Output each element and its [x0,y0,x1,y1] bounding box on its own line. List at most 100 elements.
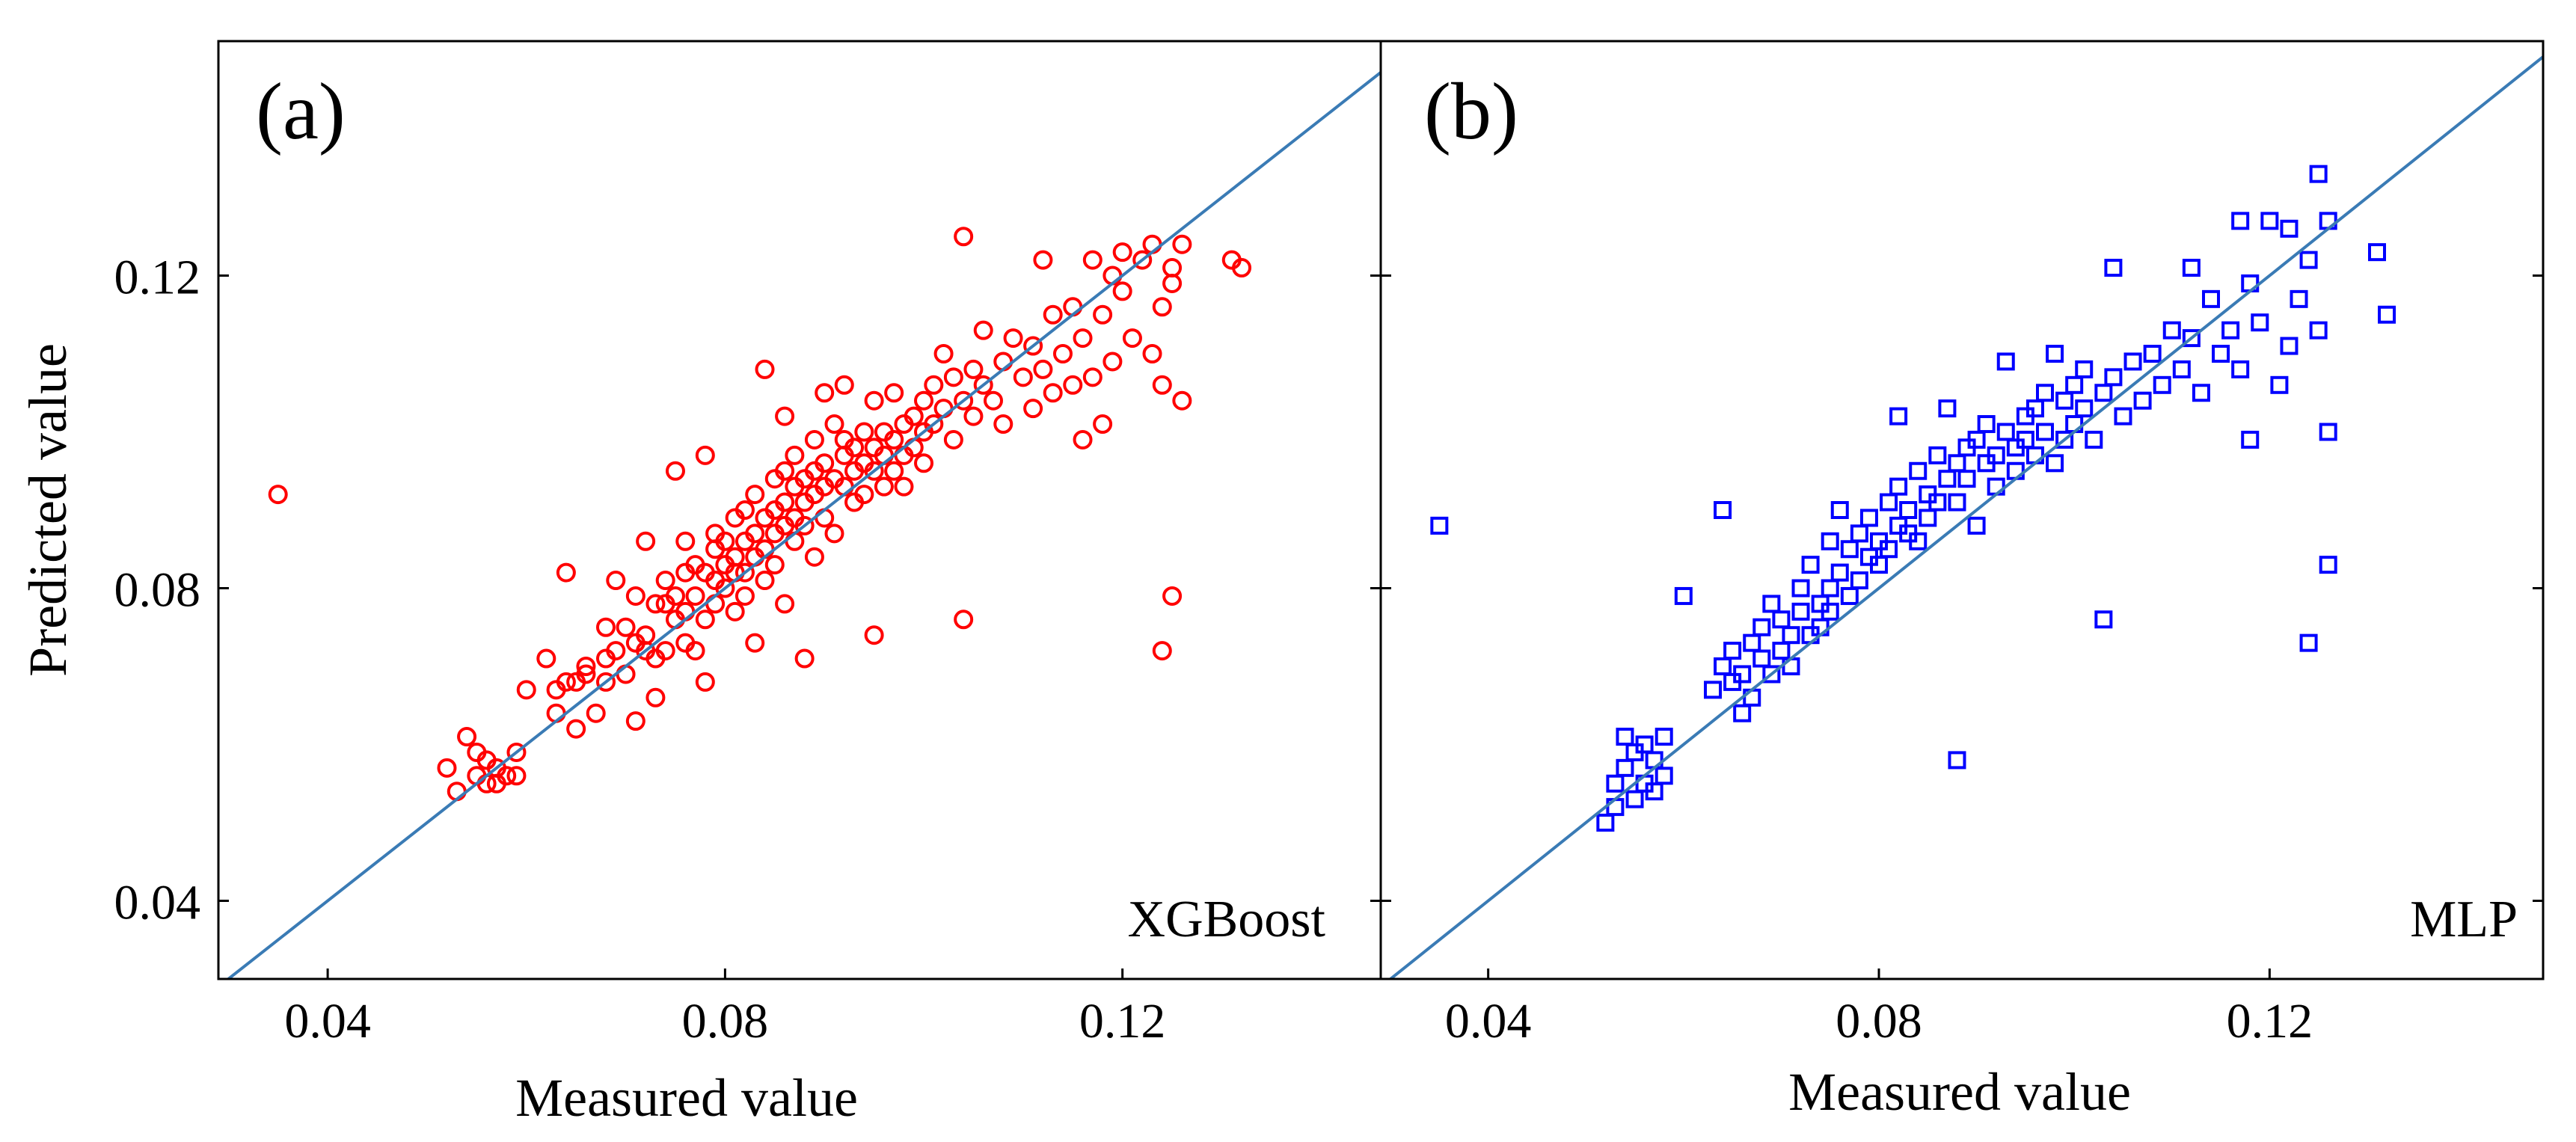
data-point [2231,212,2250,230]
data-point [1430,516,1449,535]
data-point [2319,423,2337,441]
data-point [695,672,715,692]
panel-a-xlabel: Measured value [515,1068,858,1128]
data-point [1791,579,1810,598]
data-point [1928,493,1947,512]
data-point [993,414,1013,435]
data-point [933,399,954,419]
panel-b-model-name: MLP [2410,891,2518,948]
data-point [1850,571,1868,590]
data-point [933,344,954,363]
data-point [1142,344,1162,363]
data-point [924,375,944,395]
data-point [1938,399,1957,418]
data-point [616,617,636,637]
data-point [616,664,636,684]
data-point [2212,345,2230,363]
data-point [1023,336,1043,356]
data-point [576,664,596,684]
data-point [636,625,656,645]
data-point [1762,595,1781,613]
data-point [1762,665,1781,684]
data-point [506,742,527,762]
panel-b-label: (b) [1424,67,1518,156]
data-point [665,586,685,606]
data-point [1142,234,1162,254]
data-point [1889,477,1908,496]
data-point [924,414,944,435]
data-point [1172,234,1192,254]
data-point [645,687,666,707]
data-point [625,586,645,606]
data-point [1063,297,1083,317]
data-point [2368,243,2386,262]
data-point [2172,360,2191,378]
data-point [794,648,815,669]
data-point [1928,446,1947,464]
panel-b-mlp: 0.04 0.08 0.12 (b) MLP Measured value [1379,40,2545,1122]
data-point [2231,360,2250,378]
data-point [834,375,854,395]
data-point [993,351,1013,372]
data-point [1082,367,1103,387]
x-tick-label: 0.08 [682,994,769,1049]
data-point [973,320,993,340]
data-point [695,445,715,465]
data-point [1093,304,1113,325]
data-point [2378,305,2396,324]
data-point [1714,657,1732,675]
data-point [1152,641,1172,661]
data-point [596,672,616,692]
data-point [1938,470,1957,488]
data-point [2085,430,2103,449]
data-point [2046,345,2064,363]
data-point [1043,383,1063,403]
data-point [2192,384,2210,402]
data-point [884,429,904,449]
identity-line [226,70,1381,979]
data-point [1232,258,1252,278]
data-point [745,633,765,653]
data-point [1103,265,1123,286]
y-tick-label: 0.04 [114,876,201,930]
panel-b-frame [1379,40,2545,980]
data-point [2182,259,2201,277]
data-point [1870,556,1888,574]
data-point [1889,407,1908,426]
data-point [1635,735,1654,754]
data-point [715,531,735,551]
data-point [1616,758,1634,777]
data-point [268,485,288,505]
data-point [1625,790,1644,808]
data-point [2025,399,2044,418]
data-point [844,438,865,458]
data-point [1704,681,1722,699]
data-point [1899,501,1918,519]
data-point [884,461,904,481]
data-point [1996,352,2015,371]
data-point [1967,516,1986,535]
data-point [2251,313,2269,332]
data-point [2075,399,2094,418]
identity-line [1387,55,2543,979]
data-point [1821,532,1839,550]
data-point [794,515,815,535]
data-point [645,594,666,614]
data-point [2270,375,2289,394]
data-point [1714,501,1732,519]
data-point [2182,329,2201,348]
data-point [815,383,835,403]
data-point [596,617,616,637]
data-point [1112,242,1132,263]
data-point [2114,407,2132,426]
data-point [2104,368,2123,387]
data-point [735,500,755,520]
data-point [775,594,795,614]
data-point [2319,556,2337,574]
data-point [815,453,835,473]
data-point [2309,321,2328,340]
data-point [606,641,626,661]
data-point [497,766,517,786]
data-point [2241,430,2260,449]
data-point [2065,375,2084,394]
